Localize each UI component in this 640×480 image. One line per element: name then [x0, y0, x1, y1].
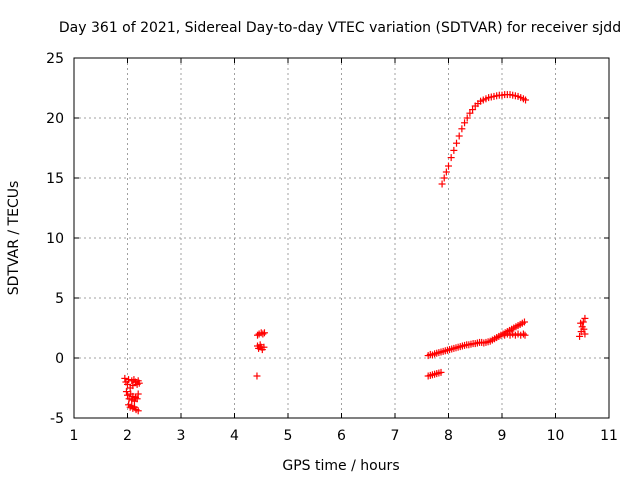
data-point [458, 125, 466, 133]
data-point [442, 168, 450, 176]
data-point [450, 146, 458, 154]
x-tick-label: 8 [444, 428, 453, 444]
x-tick-label: 11 [600, 428, 618, 444]
data-point [129, 382, 137, 390]
data-point [121, 374, 129, 382]
data-point [438, 180, 446, 188]
data-point [519, 330, 527, 338]
data-point [461, 119, 469, 127]
data-point [577, 319, 585, 327]
x-tick-label: 9 [498, 428, 507, 444]
y-tick-label: 0 [55, 351, 64, 367]
data-point [581, 314, 589, 322]
data-point [453, 139, 461, 147]
x-tick-label: 5 [284, 428, 293, 444]
y-tick-label: 20 [46, 111, 64, 127]
data-point [134, 407, 142, 415]
data-point [124, 391, 131, 399]
data-point [447, 154, 455, 162]
data-point [455, 132, 463, 140]
x-tick-label: 7 [391, 428, 400, 444]
data-point [132, 394, 140, 402]
data-point [129, 404, 137, 412]
x-tick-label: 3 [177, 428, 186, 444]
data-point [260, 329, 268, 337]
data-point [581, 330, 589, 338]
data-point [135, 379, 143, 387]
x-tick-label: 6 [337, 428, 346, 444]
data-point [134, 390, 142, 398]
data-point [122, 388, 130, 396]
data-point [259, 330, 267, 338]
data-points [121, 91, 589, 415]
data-point [437, 368, 445, 376]
axis-ticks: 1 2 3 4 5 6 7 8 9 10 11 -5 0 5 10 15 20 25 [46, 51, 618, 444]
x-tick-label: 1 [70, 428, 79, 444]
data-point [254, 331, 262, 339]
data-point [469, 106, 477, 114]
data-point [521, 331, 529, 339]
y-tick-label: 25 [46, 51, 64, 67]
data-point [445, 162, 452, 170]
y-axis-label: SDTVAR / TECUs [6, 181, 22, 296]
data-point [520, 318, 528, 326]
data-point [522, 96, 530, 104]
x-tick-label: 10 [547, 428, 565, 444]
chart-title: Day 361 of 2021, Sidereal Day-to-day VTE… [59, 20, 621, 36]
data-point [253, 372, 261, 380]
data-point [133, 395, 141, 403]
data-point [124, 380, 131, 388]
x-axis-label: GPS time / hours [282, 458, 399, 474]
data-point [576, 332, 584, 340]
y-tick-label: -5 [50, 411, 64, 427]
y-tick-label: 15 [46, 171, 64, 187]
data-point [580, 325, 588, 333]
data-point [260, 343, 268, 351]
data-point [466, 109, 474, 117]
y-tick-label: 5 [55, 291, 64, 307]
grid-lines [74, 58, 609, 418]
y-tick-label: 10 [46, 231, 64, 247]
data-point [440, 174, 448, 182]
x-tick-label: 4 [230, 428, 239, 444]
x-tick-label: 2 [123, 428, 132, 444]
data-point [463, 114, 471, 122]
